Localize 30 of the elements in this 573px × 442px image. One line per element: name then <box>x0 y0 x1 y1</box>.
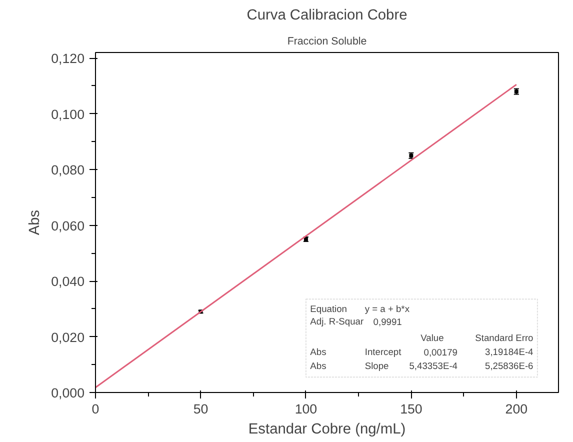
annotation: Intercept <box>364 347 402 358</box>
annotation: Standard Erro <box>475 333 534 344</box>
x-tick-label: 50 <box>193 402 208 416</box>
y-tick-label: 0,080 <box>51 162 85 178</box>
y-tick-label: 0,060 <box>51 218 85 234</box>
y-tick-label: 0,040 <box>51 274 85 290</box>
annotation: Adj. R-Squar <box>310 316 364 326</box>
annotation: y = a + b*x <box>364 304 410 314</box>
chart-subtitle: Fraccion Soluble <box>287 36 367 48</box>
y-tick-label: 0,120 <box>51 51 85 66</box>
x-tick-label: 200 <box>505 402 528 416</box>
y-axis-title: Abs <box>27 210 44 236</box>
annotation: 0,9991 <box>373 316 402 327</box>
annotation: 5,43353E-4 <box>409 361 458 372</box>
annotation: Value <box>420 333 444 344</box>
y-tick-label: 0,000 <box>51 386 85 400</box>
x-tick-label: 0 <box>92 402 100 416</box>
annotation: Abs <box>310 361 327 372</box>
y-tick-label: 0,020 <box>51 330 85 345</box>
annotation: Abs <box>310 347 327 358</box>
annotation: 3,19184E-4 <box>485 347 534 358</box>
x-axis-title: Estandar Cobre (ng/mL) <box>248 422 406 438</box>
annotation: Slope <box>364 361 389 372</box>
x-tick-label: 100 <box>294 402 318 416</box>
annotation: 5,25836E-6 <box>485 361 534 372</box>
annotation: 0,00179 <box>424 348 458 358</box>
x-tick-label: 150 <box>400 402 422 416</box>
chart-title: Curva Calibracion Cobre <box>246 8 408 24</box>
annotation: Equation <box>310 304 347 314</box>
y-tick-label: 0,100 <box>51 106 85 122</box>
